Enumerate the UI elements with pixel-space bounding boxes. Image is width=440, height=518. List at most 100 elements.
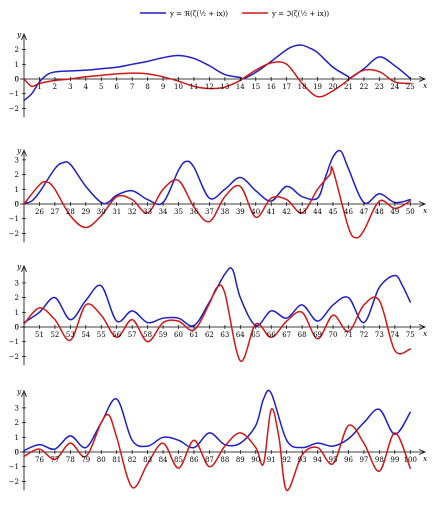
x-tick-label: 4: [84, 83, 89, 91]
x-tick-label: 54: [81, 331, 90, 339]
y-tick-label: 2: [15, 419, 19, 427]
x-tick-label: 75: [406, 331, 415, 339]
y-tick-label: −1: [9, 90, 19, 98]
y-axis-label: y: [16, 146, 22, 155]
x-tick-label: 19: [313, 83, 322, 91]
x-tick-label: 81: [112, 456, 121, 464]
x-tick-label: 46: [344, 208, 353, 216]
x-tick-label: 87: [205, 456, 214, 464]
x-tick-label: 37: [205, 208, 214, 216]
x-tick-label: 82: [128, 456, 137, 464]
x-axis-label: x: [423, 206, 428, 215]
x-tick-label: 77: [50, 456, 59, 464]
y-tick-label: 0: [15, 449, 19, 457]
x-tick-label: 7: [130, 83, 134, 91]
y-tick-label: −2: [9, 105, 19, 113]
x-tick-label: 56: [112, 331, 121, 339]
x-tick-label: 10: [174, 83, 183, 91]
y-axis-arrow: [21, 149, 27, 157]
x-axis-label: x: [423, 454, 428, 463]
x-tick-label: 95: [329, 456, 338, 464]
x-tick-label: 98: [375, 456, 384, 464]
x-tick-label: 8: [145, 83, 149, 91]
x-tick-label: 62: [205, 331, 214, 339]
series-line-real: [23, 389, 412, 452]
x-tick-label: 52: [50, 331, 59, 339]
y-tick-label: 2: [15, 171, 19, 179]
y-axis-label: y: [16, 387, 22, 396]
x-tick-label: 99: [390, 456, 399, 464]
y-tick-label: 1: [15, 61, 19, 69]
legend-label-im: y = ℑ(ζ(½ + ix)): [271, 10, 329, 18]
x-tick-label: 50: [406, 208, 415, 216]
x-tick-label: 57: [128, 331, 137, 339]
y-tick-label: 3: [15, 404, 19, 412]
y-tick-label: 3: [15, 156, 19, 164]
x-tick-label: 28: [66, 208, 75, 216]
y-axis-label: y: [16, 30, 22, 39]
y-axis-arrow: [21, 264, 27, 272]
x-tick-label: 86: [189, 456, 198, 464]
x-tick-label: 69: [313, 331, 322, 339]
x-tick-label: 78: [66, 456, 75, 464]
y-tick-label: −1: [9, 463, 19, 471]
y-tick-label: 0: [15, 324, 19, 332]
x-tick-label: 94: [313, 456, 322, 464]
legend-label-re: y = ℜ(ζ(½ + ix)): [169, 10, 228, 18]
x-tick-label: 26: [35, 208, 44, 216]
x-tick-label: 49: [390, 208, 399, 216]
x-tick-label: 29: [81, 208, 90, 216]
y-tick-label: −2: [9, 353, 19, 361]
x-tick-label: 11: [189, 83, 198, 91]
x-tick-label: 20: [329, 83, 338, 91]
x-tick-label: 33: [143, 208, 152, 216]
x-tick-label: 59: [159, 331, 168, 339]
x-tick-label: 89: [236, 456, 245, 464]
x-tick-label: 9: [161, 83, 165, 91]
x-tick-label: 36: [189, 208, 198, 216]
x-tick-label: 14: [236, 83, 245, 91]
y-tick-label: 0: [15, 201, 19, 209]
x-tick-label: 32: [128, 208, 137, 216]
x-tick-label: 31: [112, 208, 121, 216]
x-tick-label: 47: [359, 208, 368, 216]
x-tick-label: 27: [50, 208, 59, 216]
x-tick-label: 15: [251, 83, 260, 91]
x-axis-arrow: [418, 324, 427, 330]
x-tick-label: 96: [344, 456, 353, 464]
x-tick-label: 90: [251, 456, 260, 464]
x-tick-label: 5: [99, 83, 103, 91]
x-tick-label: 2: [53, 83, 57, 91]
x-tick-label: 35: [174, 208, 183, 216]
x-tick-label: 70: [329, 331, 338, 339]
x-tick-label: 41: [267, 208, 276, 216]
y-tick-label: 1: [15, 434, 19, 442]
x-tick-label: 80: [97, 456, 106, 464]
x-tick-label: 73: [375, 331, 384, 339]
x-tick-label: 34: [159, 208, 168, 216]
x-axis-arrow: [418, 76, 427, 82]
x-tick-label: 17: [282, 83, 291, 91]
x-tick-label: 60: [174, 331, 183, 339]
x-tick-label: 30: [97, 208, 106, 216]
x-tick-label: 53: [66, 331, 75, 339]
x-tick-label: 93: [298, 456, 307, 464]
y-tick-label: 0: [15, 201, 19, 209]
x-tick-label: 84: [159, 456, 168, 464]
x-tick-label: 40: [251, 208, 260, 216]
x-tick-label: 38: [220, 208, 229, 216]
x-tick-label: 66: [267, 331, 276, 339]
y-axis-label: y: [16, 262, 22, 271]
x-tick-label: 61: [189, 331, 198, 339]
x-tick-label: 22: [359, 83, 368, 91]
x-tick-label: 88: [220, 456, 229, 464]
x-tick-label: 51: [35, 331, 44, 339]
x-tick-label: 12: [205, 83, 214, 91]
x-axis-label: x: [423, 81, 428, 90]
series-line-imag: [23, 284, 412, 362]
x-tick-label: 91: [267, 456, 276, 464]
y-tick-label: −2: [9, 230, 19, 238]
